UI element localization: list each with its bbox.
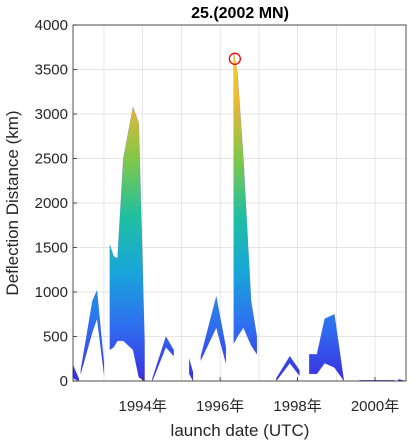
y-tick-label: 500 (43, 329, 68, 346)
y-axis-ticks: 0 500 1000 1500 2000 2500 3000 3500 4000 (35, 17, 77, 390)
y-tick-label: 0 (60, 373, 68, 390)
deflection-band (200, 296, 227, 364)
y-tick-label: 3500 (35, 62, 68, 79)
y-tick-label: 3000 (35, 106, 68, 123)
y-tick-label: 4000 (35, 17, 68, 34)
y-tick-label: 2000 (35, 195, 68, 212)
max-marker-circle (228, 52, 242, 65)
data-bands (72, 51, 405, 382)
y-tick-label: 1000 (35, 284, 68, 301)
x-tick-label: 2000年 (351, 398, 399, 415)
y-axis-label: Deflection Distance (km) (3, 110, 22, 295)
x-axis-label: launch date (UTC) (171, 421, 310, 440)
chart-title: 25.(2002 MN) (191, 5, 289, 22)
y-tick-label: 1500 (35, 240, 68, 257)
marker-group (228, 52, 242, 65)
deflection-band (80, 290, 105, 374)
deflection-band (309, 314, 345, 382)
x-tick-label: 1994年 (119, 398, 167, 415)
x-tick-label: 1998年 (273, 398, 321, 415)
x-tick-label: 1996年 (196, 398, 244, 415)
x-axis-ticks: 1994年 1996年 1998年 2000年 (119, 377, 399, 415)
deflection-band (233, 51, 258, 355)
y-tick-label: 2500 (35, 151, 68, 168)
